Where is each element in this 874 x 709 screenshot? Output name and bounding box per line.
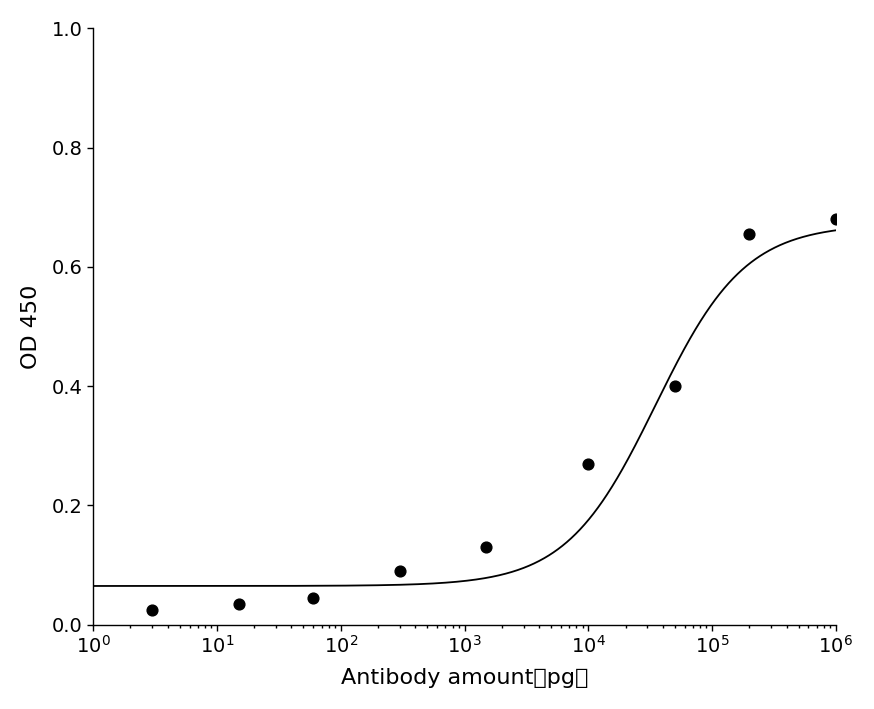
Point [145, 604, 159, 615]
Y-axis label: OD 450: OD 450 [21, 284, 41, 369]
Point [479, 542, 493, 553]
X-axis label: Antibody amount（pg）: Antibody amount（pg） [341, 668, 588, 688]
Point [668, 381, 682, 392]
Point [829, 213, 843, 225]
Point [742, 228, 756, 240]
Point [581, 458, 595, 469]
Point [232, 598, 246, 610]
Point [306, 592, 320, 603]
Point [392, 565, 406, 576]
